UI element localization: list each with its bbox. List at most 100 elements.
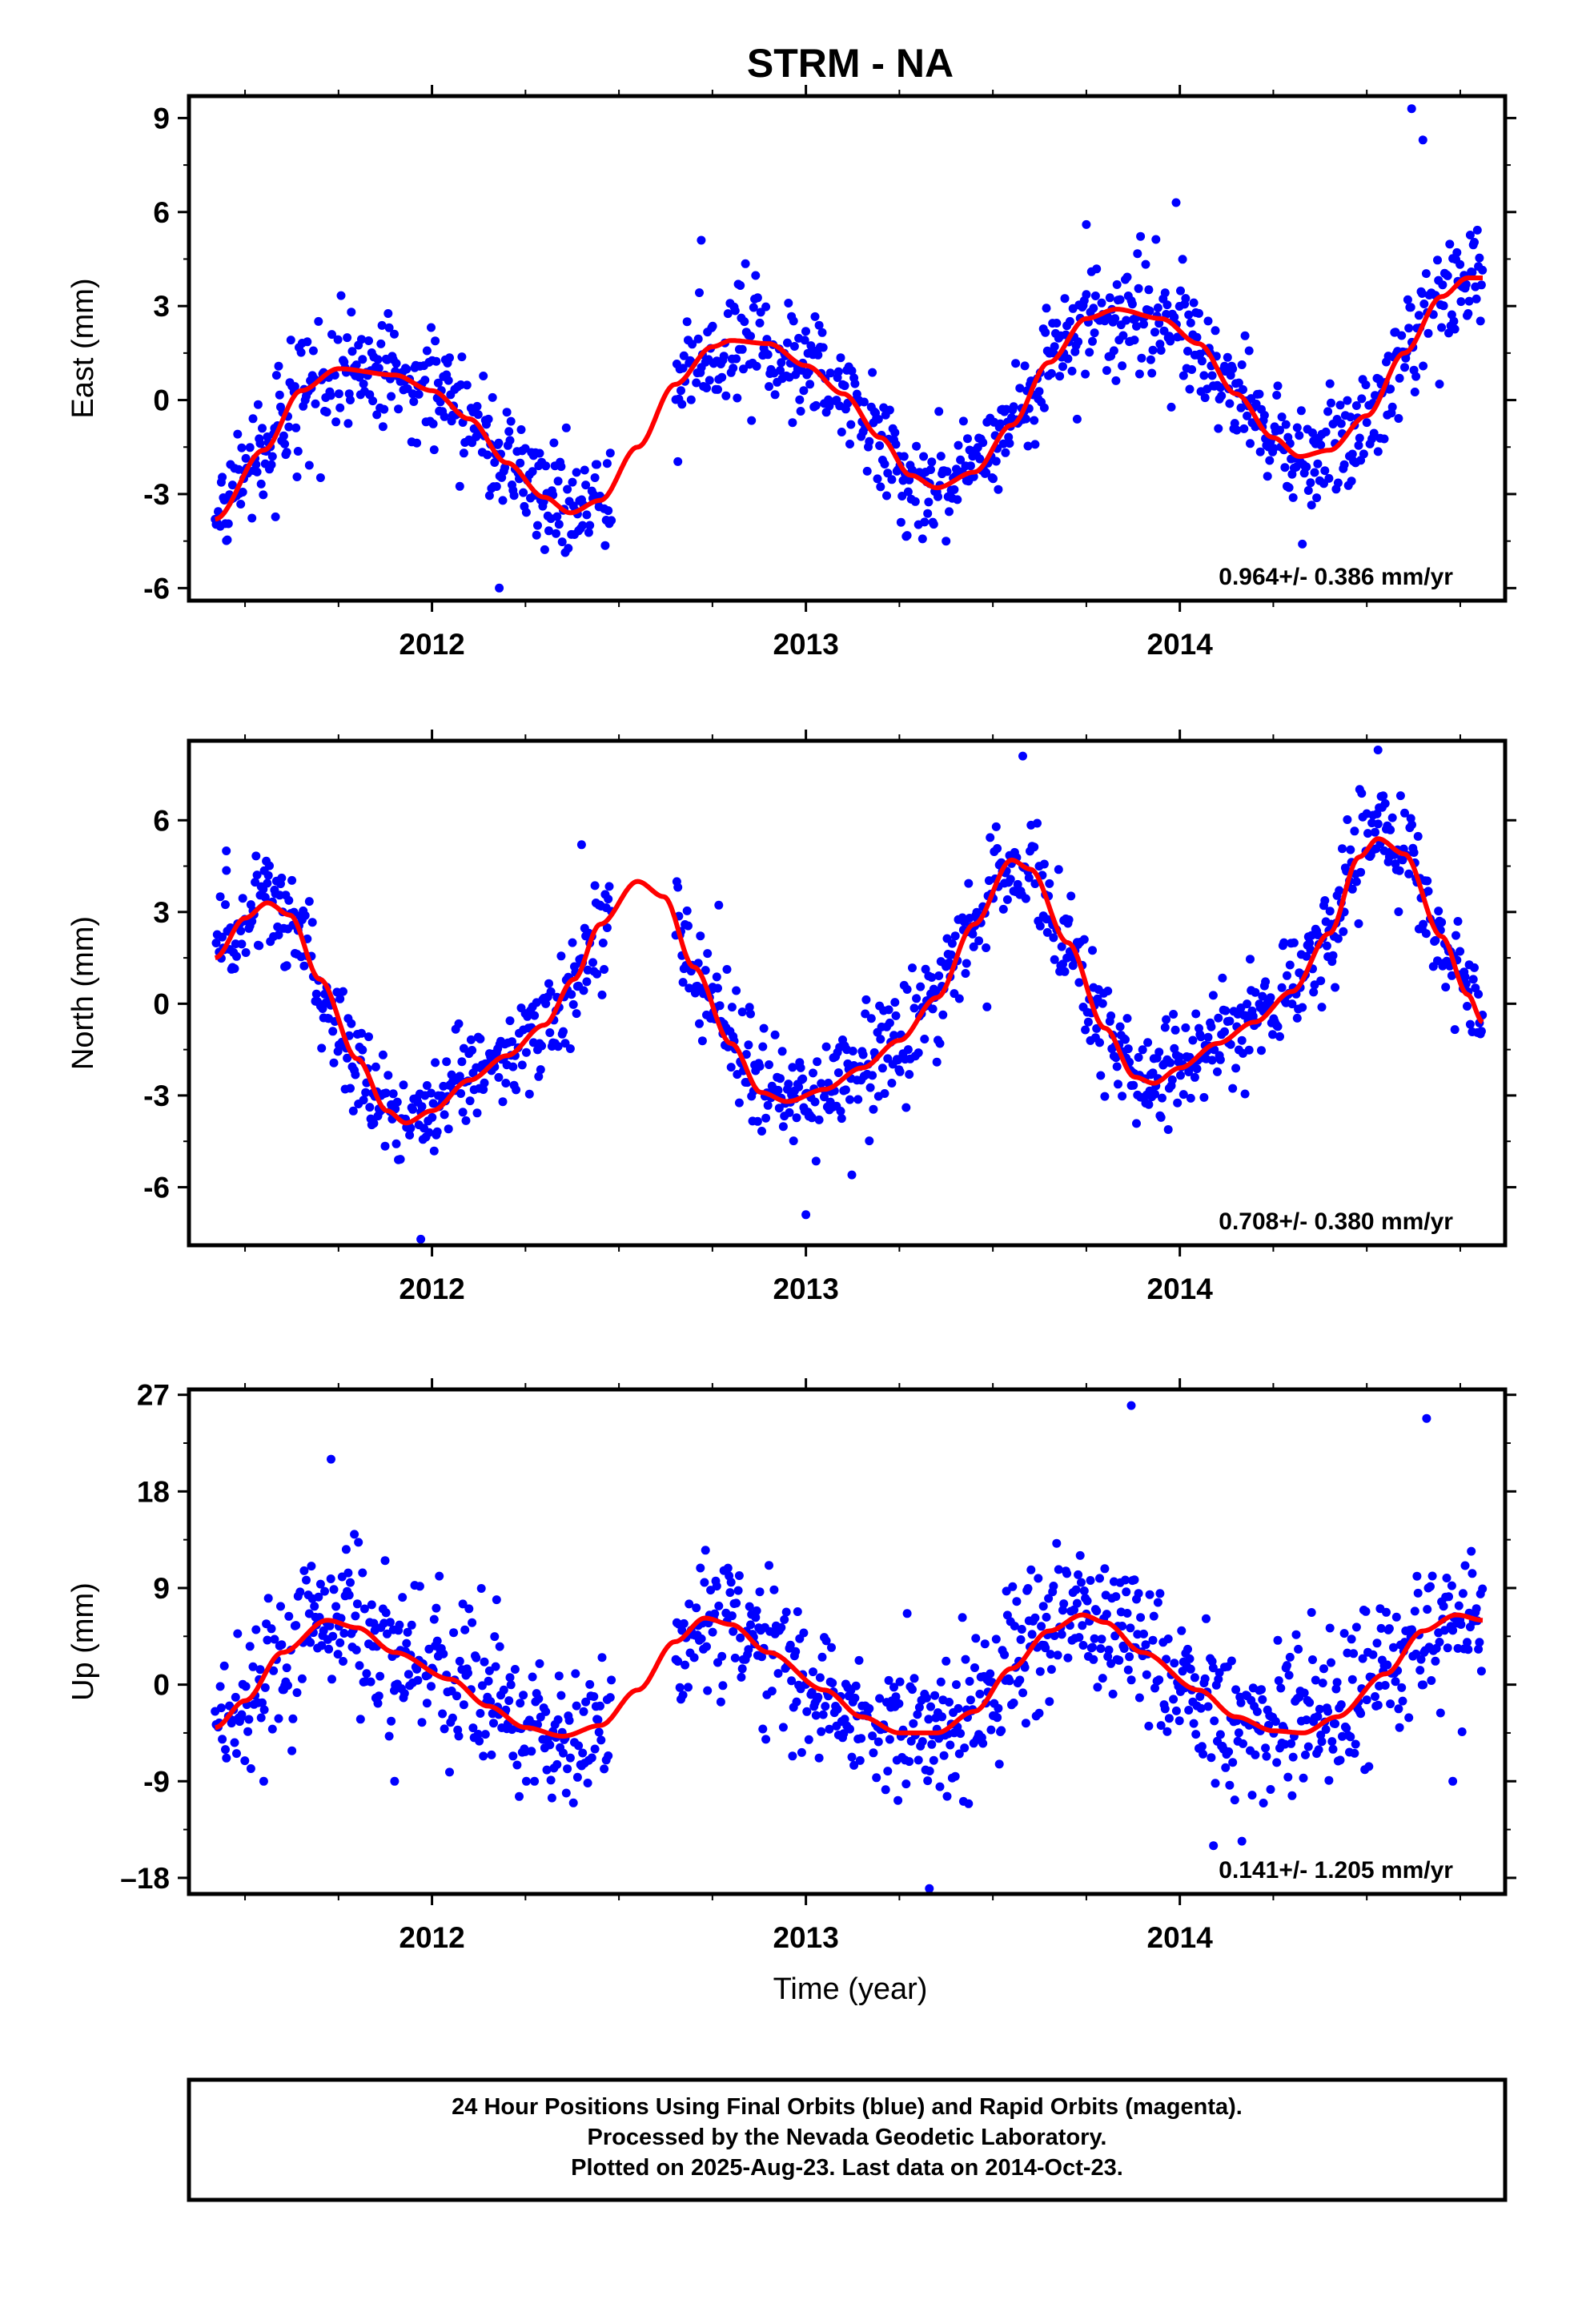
east-point bbox=[840, 381, 849, 391]
east-point bbox=[248, 414, 258, 424]
north-point bbox=[541, 999, 551, 1008]
up-point bbox=[1328, 1744, 1338, 1754]
up-point bbox=[993, 1713, 1002, 1723]
north-point bbox=[1143, 1038, 1153, 1047]
up-point bbox=[821, 1636, 831, 1646]
up-point bbox=[1225, 1780, 1235, 1790]
north-point bbox=[1447, 971, 1456, 980]
up-point bbox=[1191, 1730, 1201, 1739]
up-point bbox=[1209, 1841, 1219, 1851]
east-point bbox=[1394, 414, 1403, 423]
east-point bbox=[1153, 303, 1162, 312]
north-point bbox=[1042, 927, 1052, 937]
up-point bbox=[1380, 1681, 1390, 1690]
east-point bbox=[847, 366, 857, 376]
east-point bbox=[1052, 319, 1062, 328]
east-point bbox=[882, 491, 891, 501]
up-point bbox=[1435, 1708, 1445, 1718]
up-point bbox=[792, 1697, 801, 1707]
up-point bbox=[945, 1698, 954, 1707]
east-point bbox=[604, 506, 613, 516]
north-point bbox=[1148, 1068, 1158, 1078]
north-point bbox=[1170, 1025, 1180, 1035]
east-point bbox=[1102, 366, 1111, 376]
east-point bbox=[746, 332, 755, 341]
up-point bbox=[884, 1675, 893, 1685]
north-point bbox=[1173, 1098, 1182, 1108]
north-point bbox=[388, 1089, 398, 1099]
up-point bbox=[1439, 1602, 1448, 1611]
east-point bbox=[1243, 411, 1252, 420]
up-point bbox=[354, 1538, 363, 1547]
east-point bbox=[749, 303, 758, 312]
up-point bbox=[395, 1620, 404, 1630]
up-point bbox=[732, 1598, 741, 1608]
up-point bbox=[1049, 1582, 1058, 1590]
up-fit-line bbox=[215, 1612, 1484, 1739]
up-point bbox=[799, 1628, 809, 1638]
up-point bbox=[1012, 1597, 1022, 1606]
north-point bbox=[455, 1072, 464, 1081]
north-point bbox=[1030, 842, 1039, 852]
north-rate-label: 0.708+/- 0.380 mm/yr bbox=[1219, 1208, 1453, 1235]
east-point bbox=[490, 458, 500, 467]
east-point bbox=[926, 465, 935, 474]
north-point bbox=[1379, 846, 1389, 855]
east-point bbox=[761, 302, 771, 312]
east-point bbox=[1162, 310, 1171, 319]
north-point bbox=[682, 906, 692, 915]
east-point bbox=[1042, 304, 1051, 313]
north-point bbox=[845, 1095, 854, 1104]
east-point bbox=[817, 328, 827, 337]
north-point bbox=[1320, 896, 1330, 905]
up-point bbox=[697, 1634, 706, 1643]
up-point bbox=[269, 1666, 279, 1675]
east-point bbox=[801, 327, 810, 336]
up-point bbox=[248, 1662, 258, 1671]
east-point bbox=[818, 343, 828, 352]
north-frame bbox=[187, 738, 1508, 1248]
up-point bbox=[1046, 1650, 1055, 1659]
north-point bbox=[1190, 1072, 1199, 1082]
north-point bbox=[1174, 1052, 1184, 1062]
north-point bbox=[785, 1108, 794, 1117]
east-point bbox=[1228, 364, 1238, 374]
up-point bbox=[727, 1611, 737, 1621]
up-point bbox=[282, 1663, 291, 1673]
north-point bbox=[1354, 919, 1363, 928]
east-point bbox=[1195, 308, 1203, 318]
north-point bbox=[784, 1080, 793, 1089]
north-point bbox=[559, 1027, 568, 1036]
east-point bbox=[1239, 424, 1249, 433]
up-point bbox=[1448, 1626, 1458, 1635]
north-point bbox=[457, 1057, 467, 1067]
up-point bbox=[515, 1791, 524, 1801]
up-point bbox=[307, 1562, 316, 1571]
up-point bbox=[1373, 1700, 1383, 1710]
up-point bbox=[1210, 1716, 1219, 1726]
up-point bbox=[1098, 1674, 1107, 1683]
up-point bbox=[484, 1676, 493, 1686]
north-point bbox=[604, 882, 614, 891]
east-point bbox=[336, 291, 346, 300]
up-point bbox=[1215, 1668, 1224, 1678]
east-point bbox=[372, 410, 382, 420]
north-point bbox=[1423, 876, 1432, 886]
north-point bbox=[758, 1042, 768, 1051]
up-point bbox=[1237, 1836, 1247, 1846]
east-point bbox=[950, 485, 959, 494]
east-point bbox=[556, 462, 566, 472]
east-point bbox=[1134, 283, 1143, 293]
east-point bbox=[1046, 368, 1056, 378]
up-point bbox=[383, 1629, 391, 1638]
north-point bbox=[745, 1003, 754, 1012]
north-point bbox=[1298, 1003, 1307, 1012]
north-point bbox=[461, 1116, 471, 1125]
north-point bbox=[553, 1042, 563, 1051]
east-point bbox=[876, 482, 885, 492]
up-point bbox=[1314, 1745, 1323, 1755]
east-point bbox=[409, 397, 419, 406]
north-point bbox=[378, 1050, 387, 1059]
up-frame bbox=[187, 1387, 1508, 1896]
north-point bbox=[962, 959, 971, 968]
